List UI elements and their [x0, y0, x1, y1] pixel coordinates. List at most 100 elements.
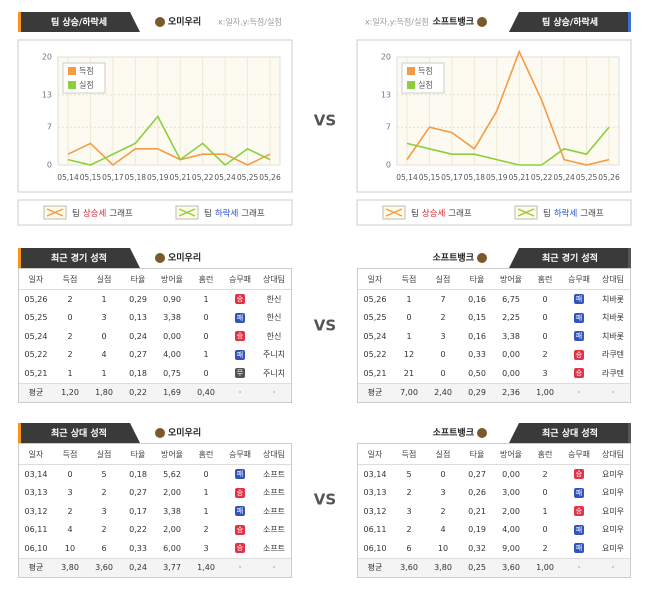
table-cell: 소프트: [262, 488, 286, 498]
x-tick-label: 05,14: [57, 173, 79, 182]
table-cell: 2,00: [502, 506, 520, 516]
legend-label: 실점: [79, 80, 94, 90]
y-tick-label: 7: [47, 123, 52, 132]
tab-title: 최근 경기 성적: [51, 252, 107, 264]
team-name: 소프트뱅크: [433, 16, 474, 28]
result-badge: 패: [235, 469, 245, 480]
average-cell: 평균: [358, 557, 392, 577]
table-cell: 0,26: [468, 488, 486, 498]
x-tick-label: 05,24: [553, 173, 575, 182]
table-cell: 2: [440, 313, 446, 323]
table-row: 05,24 2 0 0,24 0,00 0 승 한신: [19, 327, 291, 346]
table-row: 03,14 5 0 0,27 0,00 2 승 요미우: [358, 465, 630, 484]
table-cell: 3,38: [163, 313, 181, 323]
table-row: 03,12 3 2 0,21 2,00 1 승 요미우: [358, 502, 630, 521]
x-tick-label: 05,26: [259, 173, 281, 182]
column-header: 득점: [392, 444, 426, 465]
table-cell: 4: [440, 525, 446, 535]
team-logo: [477, 17, 487, 27]
table-cell: 0,33: [468, 350, 486, 360]
table-row: 06,10 10 6 0,33 6,00 3 승 소프트: [19, 539, 291, 558]
legend-word: 그래프: [448, 209, 472, 219]
legend-word: 팀: [543, 208, 551, 219]
table-cell: 0,13: [129, 313, 147, 323]
table-cell: 0,24: [129, 331, 147, 341]
tab-title: 최근 경기 성적: [542, 252, 598, 264]
y-tick-label: 20: [381, 53, 391, 62]
series-line: [67, 114, 271, 167]
table-cell: 소프트: [262, 525, 286, 535]
legend-word: 상승세: [83, 208, 106, 219]
table-row: 05,22 2 4 0,27 4,00 1 패 주니치: [19, 346, 291, 365]
table-cell: 한신: [266, 331, 282, 341]
column-header: 상대팀: [596, 444, 630, 465]
result-badge: 패: [235, 349, 245, 360]
legend-label: 실점: [418, 80, 433, 90]
y-tick-label: 0: [386, 161, 391, 170]
team-logo: [155, 428, 165, 438]
y-tick-label: 13: [381, 90, 391, 99]
average-cell: 1,00: [528, 382, 562, 402]
table-cell: 요미우: [601, 506, 625, 516]
column-header: 승무패: [562, 269, 596, 290]
table-cell: 승: [562, 364, 596, 383]
column-header: 홈런: [189, 444, 223, 465]
legend-word: 그래프: [580, 209, 604, 219]
column-header: 일자: [358, 269, 392, 290]
table-cell: 승: [223, 327, 257, 346]
table-row: 03,12 2 3 0,17 3,38 1 패 소프트: [19, 502, 291, 521]
table-cell: 요미우: [601, 469, 625, 479]
average-cell: 2,40: [426, 382, 460, 402]
y-tick-label: 20: [42, 53, 52, 62]
stats-table: 일자 득점 실점 타율 방어율 홈런 승무패 상대팀 03,14 0 5 0,18 5,62 0 패 소프트 0…: [19, 444, 291, 577]
column-header: 실점: [426, 444, 460, 465]
table-box: 일자 득점 실점 타율 방어율 홈런 승무패 상대팀 03,14 5 0 0,27 0,00 2 승 요미우 0…: [357, 443, 631, 578]
column-header: 승무패: [562, 444, 596, 465]
table-cell: 3: [440, 331, 446, 341]
x-tick-label: 05,17: [441, 173, 463, 182]
table-cell: 3,38: [163, 506, 181, 516]
legend-text: 팀 상승세 그래프: [411, 208, 472, 219]
average-cell: ·: [223, 557, 257, 577]
average-cell: 1,40: [189, 557, 223, 577]
table-cell: 0: [440, 469, 446, 479]
tab-title: 최근 상대 성적: [51, 427, 107, 439]
stats-table: 일자 득점 실점 타율 방어율 홈런 승무패 상대팀 05,26 1 7 0,16 6,75 0 패 치바롯 0…: [358, 269, 630, 402]
team-logo: [477, 428, 487, 438]
column-header: 타율: [460, 269, 494, 290]
table-cell: 2: [67, 331, 73, 341]
table-cell: 12: [403, 350, 415, 360]
tab: [509, 248, 631, 268]
table-cell: 0,18: [129, 469, 147, 479]
tab-title: 최근 상대 성적: [542, 427, 598, 439]
team-logo: [155, 253, 165, 263]
legend-swatch: [407, 67, 415, 75]
table-cell: 0: [542, 525, 548, 535]
y-tick-label: 13: [42, 90, 52, 99]
x-tick-label: 05,24: [214, 173, 236, 182]
table-row: 03,14 0 5 0,18 5,62 0 패 소프트: [19, 465, 291, 484]
average-cell: 평균: [358, 382, 392, 402]
x-tick-label: 05,18: [464, 173, 486, 182]
table-cell: 5: [406, 469, 412, 479]
table-cell: 3: [542, 368, 548, 378]
table-cell: 패: [562, 290, 596, 309]
table-cell: 3: [67, 488, 73, 498]
result-badge: 패: [574, 294, 584, 305]
column-header: 승무패: [223, 444, 257, 465]
table-cell: 4,00: [502, 525, 520, 535]
legend-swatch: [68, 81, 76, 89]
table-cell: 0,21: [468, 506, 486, 516]
average-cell: ·: [257, 557, 291, 577]
table-row: 06,11 2 4 0,19 4,00 0 패 요미우: [358, 521, 630, 540]
legend-word: 그래프: [241, 209, 265, 219]
table-cell: 0,17: [129, 506, 147, 516]
average-cell: 0,29: [460, 382, 494, 402]
x-tick-label: 05,15: [419, 173, 441, 182]
table-cell: 6: [101, 543, 107, 553]
column-header: 득점: [53, 269, 87, 290]
column-header: 방어율: [155, 444, 189, 465]
y-tick-label: 0: [47, 161, 52, 170]
table-cell: 1: [101, 294, 107, 304]
column-header: 일자: [19, 444, 53, 465]
